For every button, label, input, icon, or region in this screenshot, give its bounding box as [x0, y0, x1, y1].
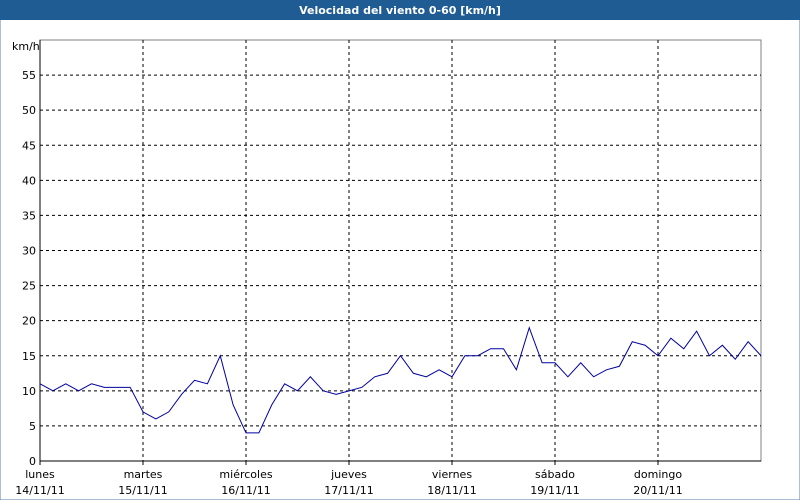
data-line [39, 326, 762, 434]
x-tick-label: viernes [432, 468, 472, 481]
y-tick-label: 30 [22, 245, 36, 258]
title-bar [0, 0, 800, 20]
y-tick-label: 15 [22, 350, 36, 363]
x-tick-label: martes [124, 468, 163, 481]
y-tick-label: 25 [22, 280, 36, 293]
y-tick-label: 50 [22, 104, 36, 117]
x-tick-date: 14/11/11 [15, 484, 64, 497]
y-tick-label: 20 [22, 315, 36, 328]
x-tick-date: 18/11/11 [427, 484, 476, 497]
y-tick-label: 45 [22, 139, 36, 152]
x-tick-date: 17/11/11 [324, 484, 373, 497]
x-tick-label: sábado [535, 468, 575, 481]
y-tick-label: 55 [22, 69, 36, 82]
y-tick-label: 5 [29, 420, 36, 433]
x-tick-label: miércoles [219, 468, 272, 481]
x-tick-date: 16/11/11 [221, 484, 270, 497]
y-tick-label: 35 [22, 209, 36, 222]
y-tick-label: 0 [29, 455, 36, 468]
x-tick-label: domingo [634, 468, 682, 481]
chart-title: Velocidad del viento 0-60 [km/h] [299, 4, 501, 17]
x-tick-date: 19/11/11 [530, 484, 579, 497]
x-tick-date: 20/11/11 [633, 484, 682, 497]
x-tick-label: jueves [330, 468, 367, 481]
y-tick-label: 40 [22, 174, 36, 187]
x-tick-date: 15/11/11 [118, 484, 167, 497]
x-tick-label: lunes [25, 468, 55, 481]
y-axis-label: km/h [12, 40, 40, 53]
y-tick-label: 10 [22, 385, 36, 398]
